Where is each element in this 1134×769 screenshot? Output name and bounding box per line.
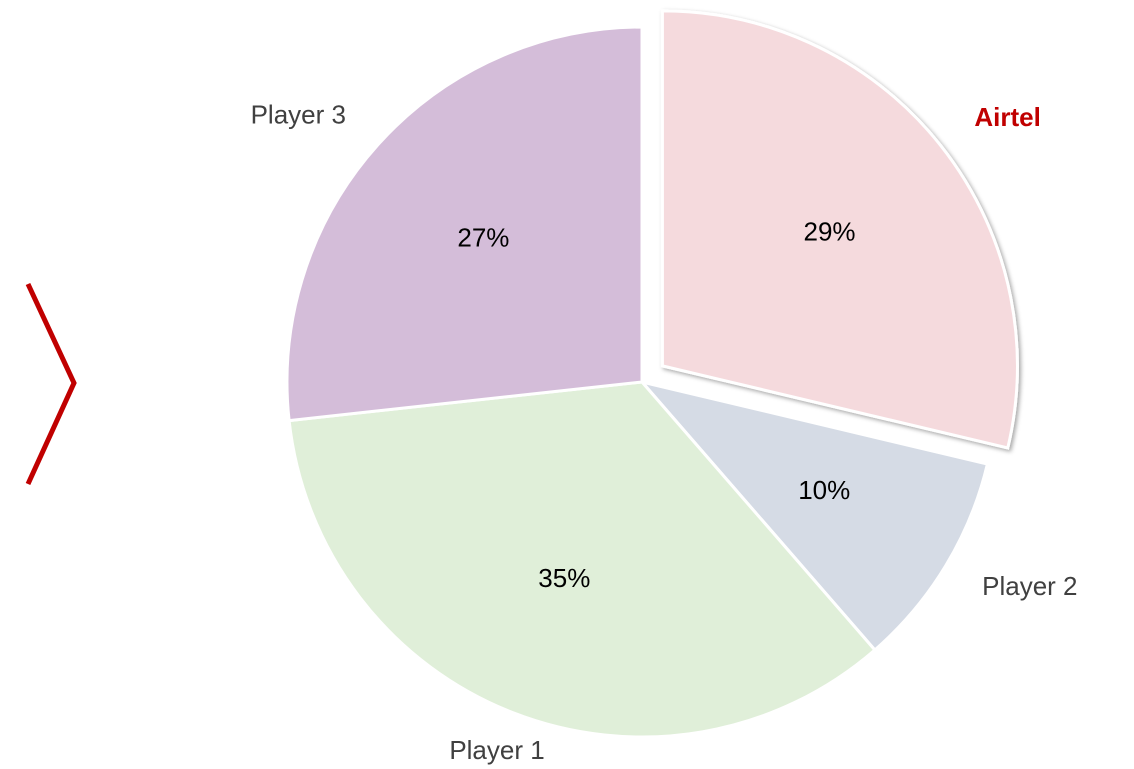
pie-slice	[287, 380, 877, 739]
value-label: 29%	[803, 217, 855, 247]
value-label: 27%	[457, 223, 509, 253]
category-label: Player 3	[251, 99, 346, 129]
value-label: 10%	[798, 475, 850, 505]
pie-slice	[660, 9, 1019, 450]
chevron	[25, 282, 77, 486]
category-label: Player 1	[449, 735, 544, 765]
category-label: Player 2	[982, 571, 1077, 601]
category-label: Airtel	[974, 102, 1040, 132]
value-label: 35%	[538, 563, 590, 593]
pie-slice	[637, 379, 990, 653]
pie-slice	[285, 25, 644, 423]
